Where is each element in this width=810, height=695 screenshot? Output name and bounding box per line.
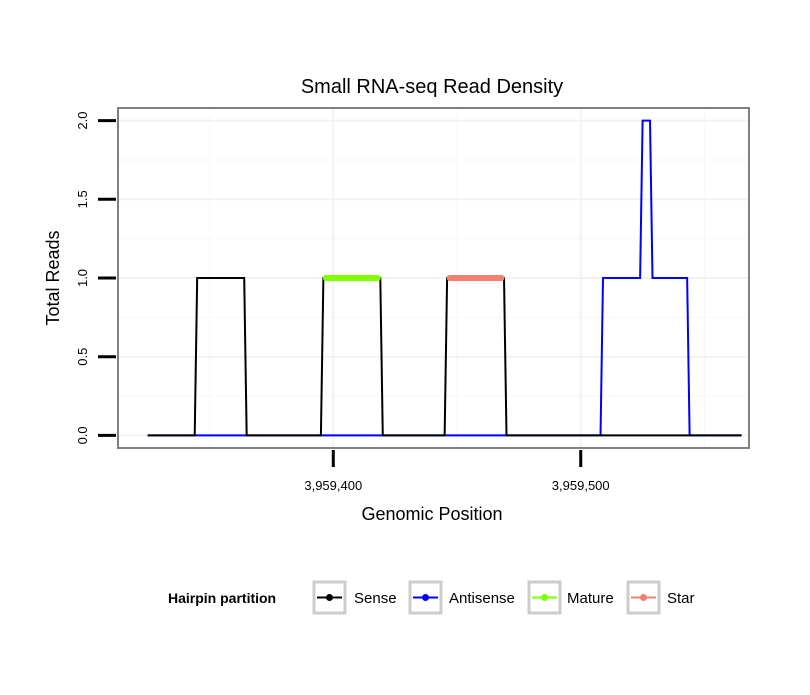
y-tick-label-1-0: 1.0 xyxy=(75,269,90,287)
legend-dot-antisense xyxy=(422,594,429,601)
y-tick-label-0-5: 0.5 xyxy=(75,348,90,366)
legend-label-mature: Mature xyxy=(567,590,614,607)
legend-dot-mature xyxy=(541,594,548,601)
y-tick-label-0-0: 0.0 xyxy=(75,426,90,444)
legend-dot-sense xyxy=(326,594,333,601)
legend-entry-mature: Mature xyxy=(527,580,614,615)
x-axis: 3,959,400 3,959,500 xyxy=(304,450,610,493)
legend-label-star: Star xyxy=(667,590,695,607)
legend-entry-antisense: Antisense xyxy=(408,580,515,615)
legend-entry-sense: Sense xyxy=(312,580,397,615)
series-layer xyxy=(147,119,742,437)
y-tick-label-2-0: 2.0 xyxy=(75,112,90,130)
legend-title: Hairpin partition xyxy=(168,590,276,606)
y-tick-label-1-5: 1.5 xyxy=(75,190,90,208)
x-axis-label: Genomic Position xyxy=(361,504,502,524)
plot-border xyxy=(117,107,750,449)
legend-label-sense: Sense xyxy=(354,590,397,607)
y-axis: 0.0 0.5 1.0 1.5 2.0 xyxy=(75,112,116,444)
chart-title: Small RNA-seq Read Density xyxy=(301,76,563,98)
legend-dot-star xyxy=(640,594,647,601)
x-tick-label-3-959-500: 3,959,500 xyxy=(552,478,610,493)
y-axis-label: Total Reads xyxy=(43,230,63,325)
legend-label-antisense: Antisense xyxy=(449,590,515,607)
legend: Hairpin partition Sense Antisense Mature… xyxy=(168,580,695,615)
legend-entry-star: Star xyxy=(626,580,695,615)
series-line-antisense xyxy=(147,119,742,437)
x-tick-label-3-959-400: 3,959,400 xyxy=(304,478,362,493)
